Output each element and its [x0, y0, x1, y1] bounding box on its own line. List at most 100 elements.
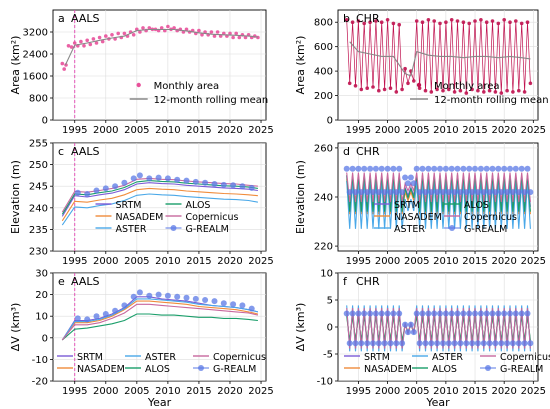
series-g-realm-point	[474, 189, 481, 196]
series-monthly-area-point	[508, 20, 512, 25]
y-tick-label: 800	[29, 94, 48, 105]
series-monthly-area-point	[256, 35, 260, 40]
y-tick-label: -20	[32, 377, 48, 388]
series-g-realm-point	[419, 165, 426, 172]
series-g-realm-point	[112, 183, 119, 190]
series-g-realm-point	[211, 298, 218, 305]
series-monthly-area-point	[438, 21, 442, 26]
series-monthly-area-point	[138, 30, 142, 34]
series-g-realm-point	[387, 340, 394, 347]
series-g-realm-point	[495, 310, 502, 317]
series-g-realm-point	[93, 187, 100, 194]
series-g-realm-point	[504, 189, 511, 196]
series-g-realm-point	[509, 340, 516, 347]
series-g-realm-point	[486, 189, 493, 196]
series-monthly-area-point	[379, 20, 384, 25]
series-monthly-area-point	[493, 90, 498, 94]
series-g-realm-point	[202, 297, 209, 303]
series-g-realm-point	[364, 340, 371, 347]
plot-area	[338, 143, 538, 251]
legend-label: ALOS	[432, 364, 457, 375]
series-g-realm-point	[501, 310, 508, 317]
series-g-realm-point	[521, 340, 528, 347]
series-g-realm-point	[155, 174, 162, 181]
panel-site-label: AALS	[71, 12, 99, 25]
series-g-realm-point	[239, 183, 246, 190]
series-g-realm-point	[466, 165, 473, 172]
x-tick-label: 1995	[346, 125, 371, 136]
series-g-realm-point	[136, 172, 143, 179]
series-g-realm-point	[121, 302, 128, 309]
series-g-realm-point	[74, 189, 81, 196]
series-monthly-area-point	[234, 31, 238, 36]
series-g-realm-point	[492, 340, 499, 347]
x-tick-label: 2015	[462, 256, 487, 267]
series-monthly-area-point	[391, 21, 396, 26]
legend-label: ALOS	[186, 200, 211, 211]
series-monthly-area-point	[447, 87, 451, 92]
series-g-realm-point	[457, 189, 464, 196]
panel-site-label: CHR	[356, 12, 380, 25]
series-g-realm-point	[352, 340, 359, 347]
y-axis-label: ΔV (km³)	[9, 303, 22, 352]
legend-label: NASADEM	[116, 212, 164, 223]
x-tick-label: 2020	[217, 386, 242, 397]
series-g-realm-point	[361, 310, 368, 317]
series-g-realm-point	[130, 175, 137, 182]
plot-frame	[52, 9, 267, 121]
series-g-realm-point	[375, 340, 382, 347]
series-monthly-area-point	[429, 90, 434, 94]
series-g-realm-point	[349, 165, 356, 172]
series-alos-line	[61, 313, 258, 341]
series-g-realm-point	[155, 291, 162, 298]
x-tick-label: 1995	[62, 386, 87, 397]
series-g-realm-point	[372, 165, 379, 172]
y-tick-label: 250	[29, 160, 48, 171]
series-g-realm-point	[384, 310, 391, 317]
series-g-realm-point	[483, 165, 490, 172]
series-g-realm-point	[454, 310, 461, 317]
series-monthly-area-point	[499, 91, 504, 95]
panel-site-label: CHR	[356, 275, 380, 288]
panel-letter: f	[343, 275, 348, 288]
series-g-realm-point	[489, 165, 496, 172]
series-aster-line	[61, 298, 259, 341]
x-tick-label: 2000	[93, 386, 118, 397]
series-monthly-area-point	[88, 42, 93, 47]
series-g-realm-point	[413, 310, 420, 317]
x-axis-label: Year	[425, 396, 450, 409]
series-monthly-area-point	[496, 21, 501, 26]
series-g-realm-point	[460, 165, 467, 172]
series-monthly-area-point	[470, 87, 474, 92]
x-tick-label: 2000	[93, 125, 118, 136]
series-g-realm-point	[422, 340, 429, 347]
series-monthly-area-point	[347, 81, 352, 86]
series-g-realm-point	[472, 310, 478, 317]
legend-label: ASTER	[145, 352, 176, 363]
series-g-realm-point	[183, 177, 190, 184]
series-g-realm-point	[230, 301, 237, 308]
series-monthly-area-point	[110, 33, 114, 37]
series-monthly-area-point	[514, 19, 518, 23]
legend-label: SRTM	[394, 200, 420, 211]
series-monthly-area-point	[104, 34, 108, 38]
series-g-realm-point	[416, 189, 423, 196]
legend-label: Copernicus	[213, 352, 266, 363]
series-g-realm-point	[399, 340, 406, 347]
series-g-realm-point	[136, 289, 143, 296]
series-monthly-area-point	[426, 18, 431, 22]
series-g-realm-point	[434, 340, 441, 347]
x-tick-label: 2005	[124, 256, 149, 267]
series-g-realm-point	[451, 189, 458, 196]
series-monthly-area-point	[461, 20, 466, 25]
y-tick-label: 10	[320, 269, 333, 280]
legend-label: SRTM	[116, 200, 142, 211]
series-g-realm-point	[370, 340, 376, 347]
series-g-realm-point	[239, 302, 246, 309]
legend-label: G-REALM	[500, 364, 543, 375]
x-tick-label: 1995	[346, 256, 371, 267]
y-tick-label: 245	[29, 182, 48, 193]
series-monthly-area-point	[505, 88, 509, 93]
series-g-realm-point	[355, 165, 362, 172]
